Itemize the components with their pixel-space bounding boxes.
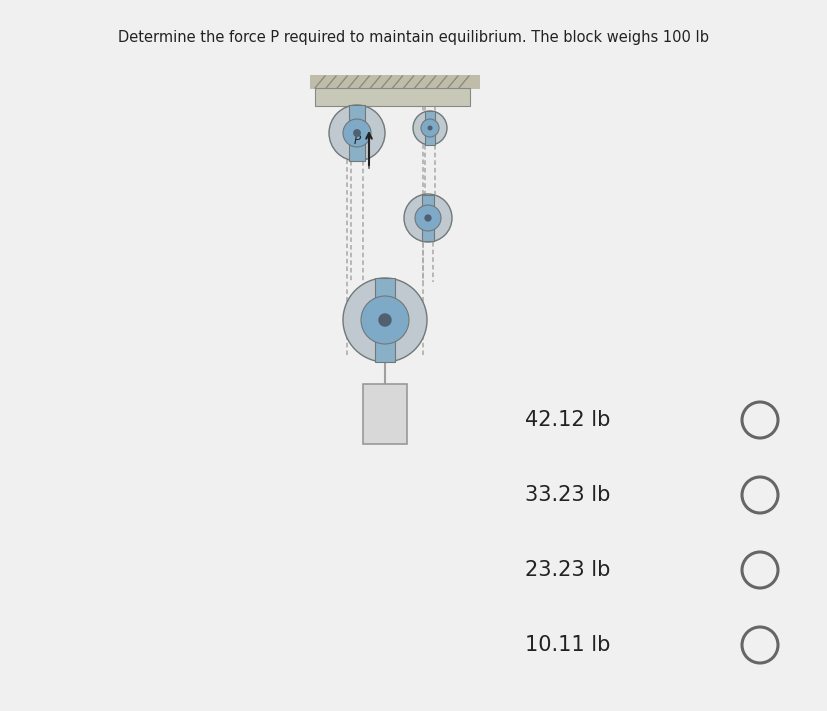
Text: 10.11 lb: 10.11 lb [524,635,609,655]
FancyBboxPatch shape [348,105,365,161]
FancyBboxPatch shape [309,75,480,89]
Text: 23.23 lb: 23.23 lb [524,560,609,580]
Circle shape [424,214,431,222]
FancyBboxPatch shape [422,195,433,241]
Circle shape [413,111,447,145]
Circle shape [378,314,391,327]
Text: 42.12 lb: 42.12 lb [524,410,609,430]
FancyBboxPatch shape [314,88,470,106]
FancyBboxPatch shape [424,111,434,145]
Circle shape [352,129,361,137]
Circle shape [328,105,385,161]
Text: P: P [353,134,361,146]
Circle shape [342,278,427,362]
FancyBboxPatch shape [375,278,394,362]
Circle shape [414,205,441,231]
Text: Determine the force P required to maintain equilibrium. The block weighs 100 Ib: Determine the force P required to mainta… [118,30,709,45]
FancyBboxPatch shape [362,384,407,444]
Circle shape [404,194,452,242]
Circle shape [361,296,409,344]
Circle shape [342,119,370,147]
Circle shape [427,125,432,131]
Text: 33.23 lb: 33.23 lb [524,485,609,505]
Circle shape [420,119,438,137]
